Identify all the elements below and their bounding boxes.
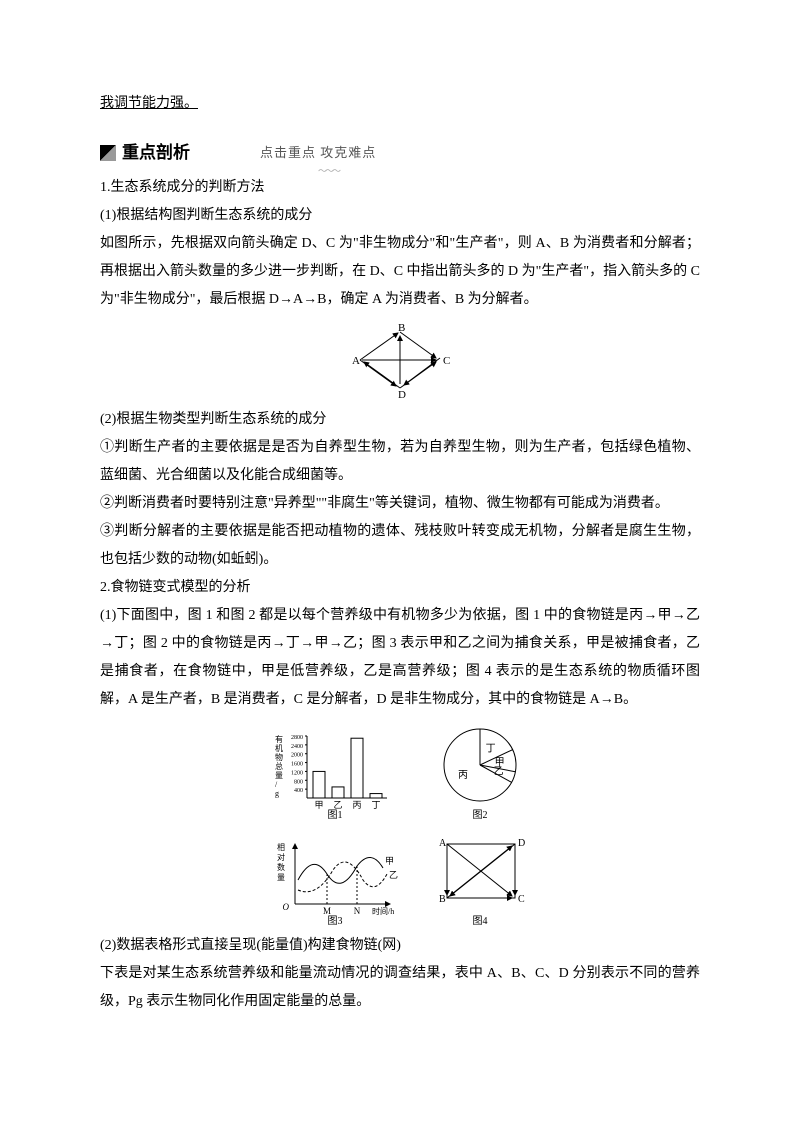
svg-text:2000: 2000 xyxy=(291,753,303,759)
para-1: 如图所示，先根据双向箭头确定 D、C 为"非生物成分"和"生产者"，则 A、B … xyxy=(100,230,700,314)
diamond-diagram: A B C D xyxy=(100,320,700,400)
svg-text:乙: 乙 xyxy=(389,870,398,880)
svg-text:丙: 丙 xyxy=(353,800,362,810)
svg-text:B: B xyxy=(439,894,446,905)
svg-text:甲: 甲 xyxy=(315,800,324,810)
svg-text:乙: 乙 xyxy=(493,766,503,778)
svg-text:相: 相 xyxy=(277,842,285,852)
svg-text:2800: 2800 xyxy=(291,735,303,741)
svg-text:数: 数 xyxy=(277,862,285,872)
section-title: 重点剖析 xyxy=(122,136,190,170)
svg-text:400: 400 xyxy=(294,788,303,794)
svg-text:800: 800 xyxy=(294,779,303,785)
svg-text:图3: 图3 xyxy=(328,915,343,926)
svg-text:M: M xyxy=(323,906,331,916)
svg-text:图4: 图4 xyxy=(472,915,487,926)
svg-text:图2: 图2 xyxy=(472,809,487,820)
svg-text:D: D xyxy=(398,389,406,400)
svg-text:2400: 2400 xyxy=(291,744,303,750)
svg-text:N: N xyxy=(354,906,361,916)
svg-text:A: A xyxy=(439,838,447,849)
svg-text:O: O xyxy=(283,902,290,912)
para-3: ②判断消费者时要特别注意"异养型""非腐生"等关键词，植物、微生物都有可能成为消… xyxy=(100,490,700,518)
fragment-top: 我调节能力强。 xyxy=(100,96,198,111)
fig1-barchart: 400 800 1200 1600 2000 2400 2800 有机物总量/g 甲乙丙丁图1 xyxy=(265,720,405,820)
section-header: 重点剖析 点击重点 攻克难点 〜〜〜 xyxy=(100,136,700,170)
para-7: 下表是对某生态系统营养级和能量流动情况的调查结果，表中 A、B、C、D 分别表示… xyxy=(100,960,700,1016)
svg-text:机: 机 xyxy=(275,743,283,753)
fig3-curves: M N O 甲乙 相对数量时间/h 图3 xyxy=(265,826,405,926)
section-icon xyxy=(100,145,116,161)
fig2-pie: 丁甲乙丙图2 xyxy=(425,720,535,820)
svg-text:1600: 1600 xyxy=(291,762,303,768)
para-4: ③判断分解者的主要依据是能否把动植物的遗体、残枝败叶转变成无机物，分解者是腐生生… xyxy=(100,518,700,574)
svg-text:1200: 1200 xyxy=(291,770,303,776)
svg-text:B: B xyxy=(398,322,405,334)
para-5: (1)下面图中，图 1 和图 2 都是以每个营养级中有机物多少为依据，图 1 中… xyxy=(100,602,700,714)
svg-text:总: 总 xyxy=(275,761,283,771)
para-2: ①判断生产者的主要依据是是否为自养型生物，若为自养型生物，则为生产者，包括绿色植… xyxy=(100,434,700,490)
figures-row-1: 40080012001600200024002800有机物总量/g甲乙丙丁图1 … xyxy=(100,720,700,820)
heading-1-1: (1)根据结构图判断生态系统的成分 xyxy=(100,202,700,230)
svg-text:物: 物 xyxy=(275,752,283,762)
svg-text:对: 对 xyxy=(277,852,285,862)
svg-text:甲: 甲 xyxy=(385,856,394,866)
svg-text:丁: 丁 xyxy=(372,800,381,810)
heading-1-2: (2)根据生物类型判断生态系统的成分 xyxy=(100,406,700,434)
svg-text:量: 量 xyxy=(277,873,285,882)
svg-text:量: 量 xyxy=(275,771,283,780)
svg-text:时间/h: 时间/h xyxy=(372,906,394,916)
heading-1: 1.生态系统成分的判断方法 xyxy=(100,174,700,202)
svg-text:有: 有 xyxy=(275,734,283,744)
svg-text:图1: 图1 xyxy=(328,809,343,820)
svg-text:丁: 丁 xyxy=(485,743,495,754)
svg-text:C: C xyxy=(518,894,525,905)
para-6: (2)数据表格形式直接呈现(能量值)构建食物链(网) xyxy=(100,932,700,960)
svg-text:A: A xyxy=(352,355,360,367)
fig4-boxgraph: A D B C 图4 xyxy=(425,826,535,926)
svg-text:C: C xyxy=(443,355,450,367)
svg-text:g: g xyxy=(275,789,279,798)
wavy-decor: 〜〜〜 xyxy=(318,162,339,180)
svg-text:/: / xyxy=(275,780,278,789)
figures-row-2: M N O 甲乙 相对数量时间/h 图3 A D B C 图4 xyxy=(100,826,700,926)
svg-text:乙: 乙 xyxy=(334,800,343,810)
svg-text:D: D xyxy=(518,838,525,849)
heading-2: 2.食物链变式模型的分析 xyxy=(100,574,700,602)
svg-text:丙: 丙 xyxy=(458,770,468,781)
